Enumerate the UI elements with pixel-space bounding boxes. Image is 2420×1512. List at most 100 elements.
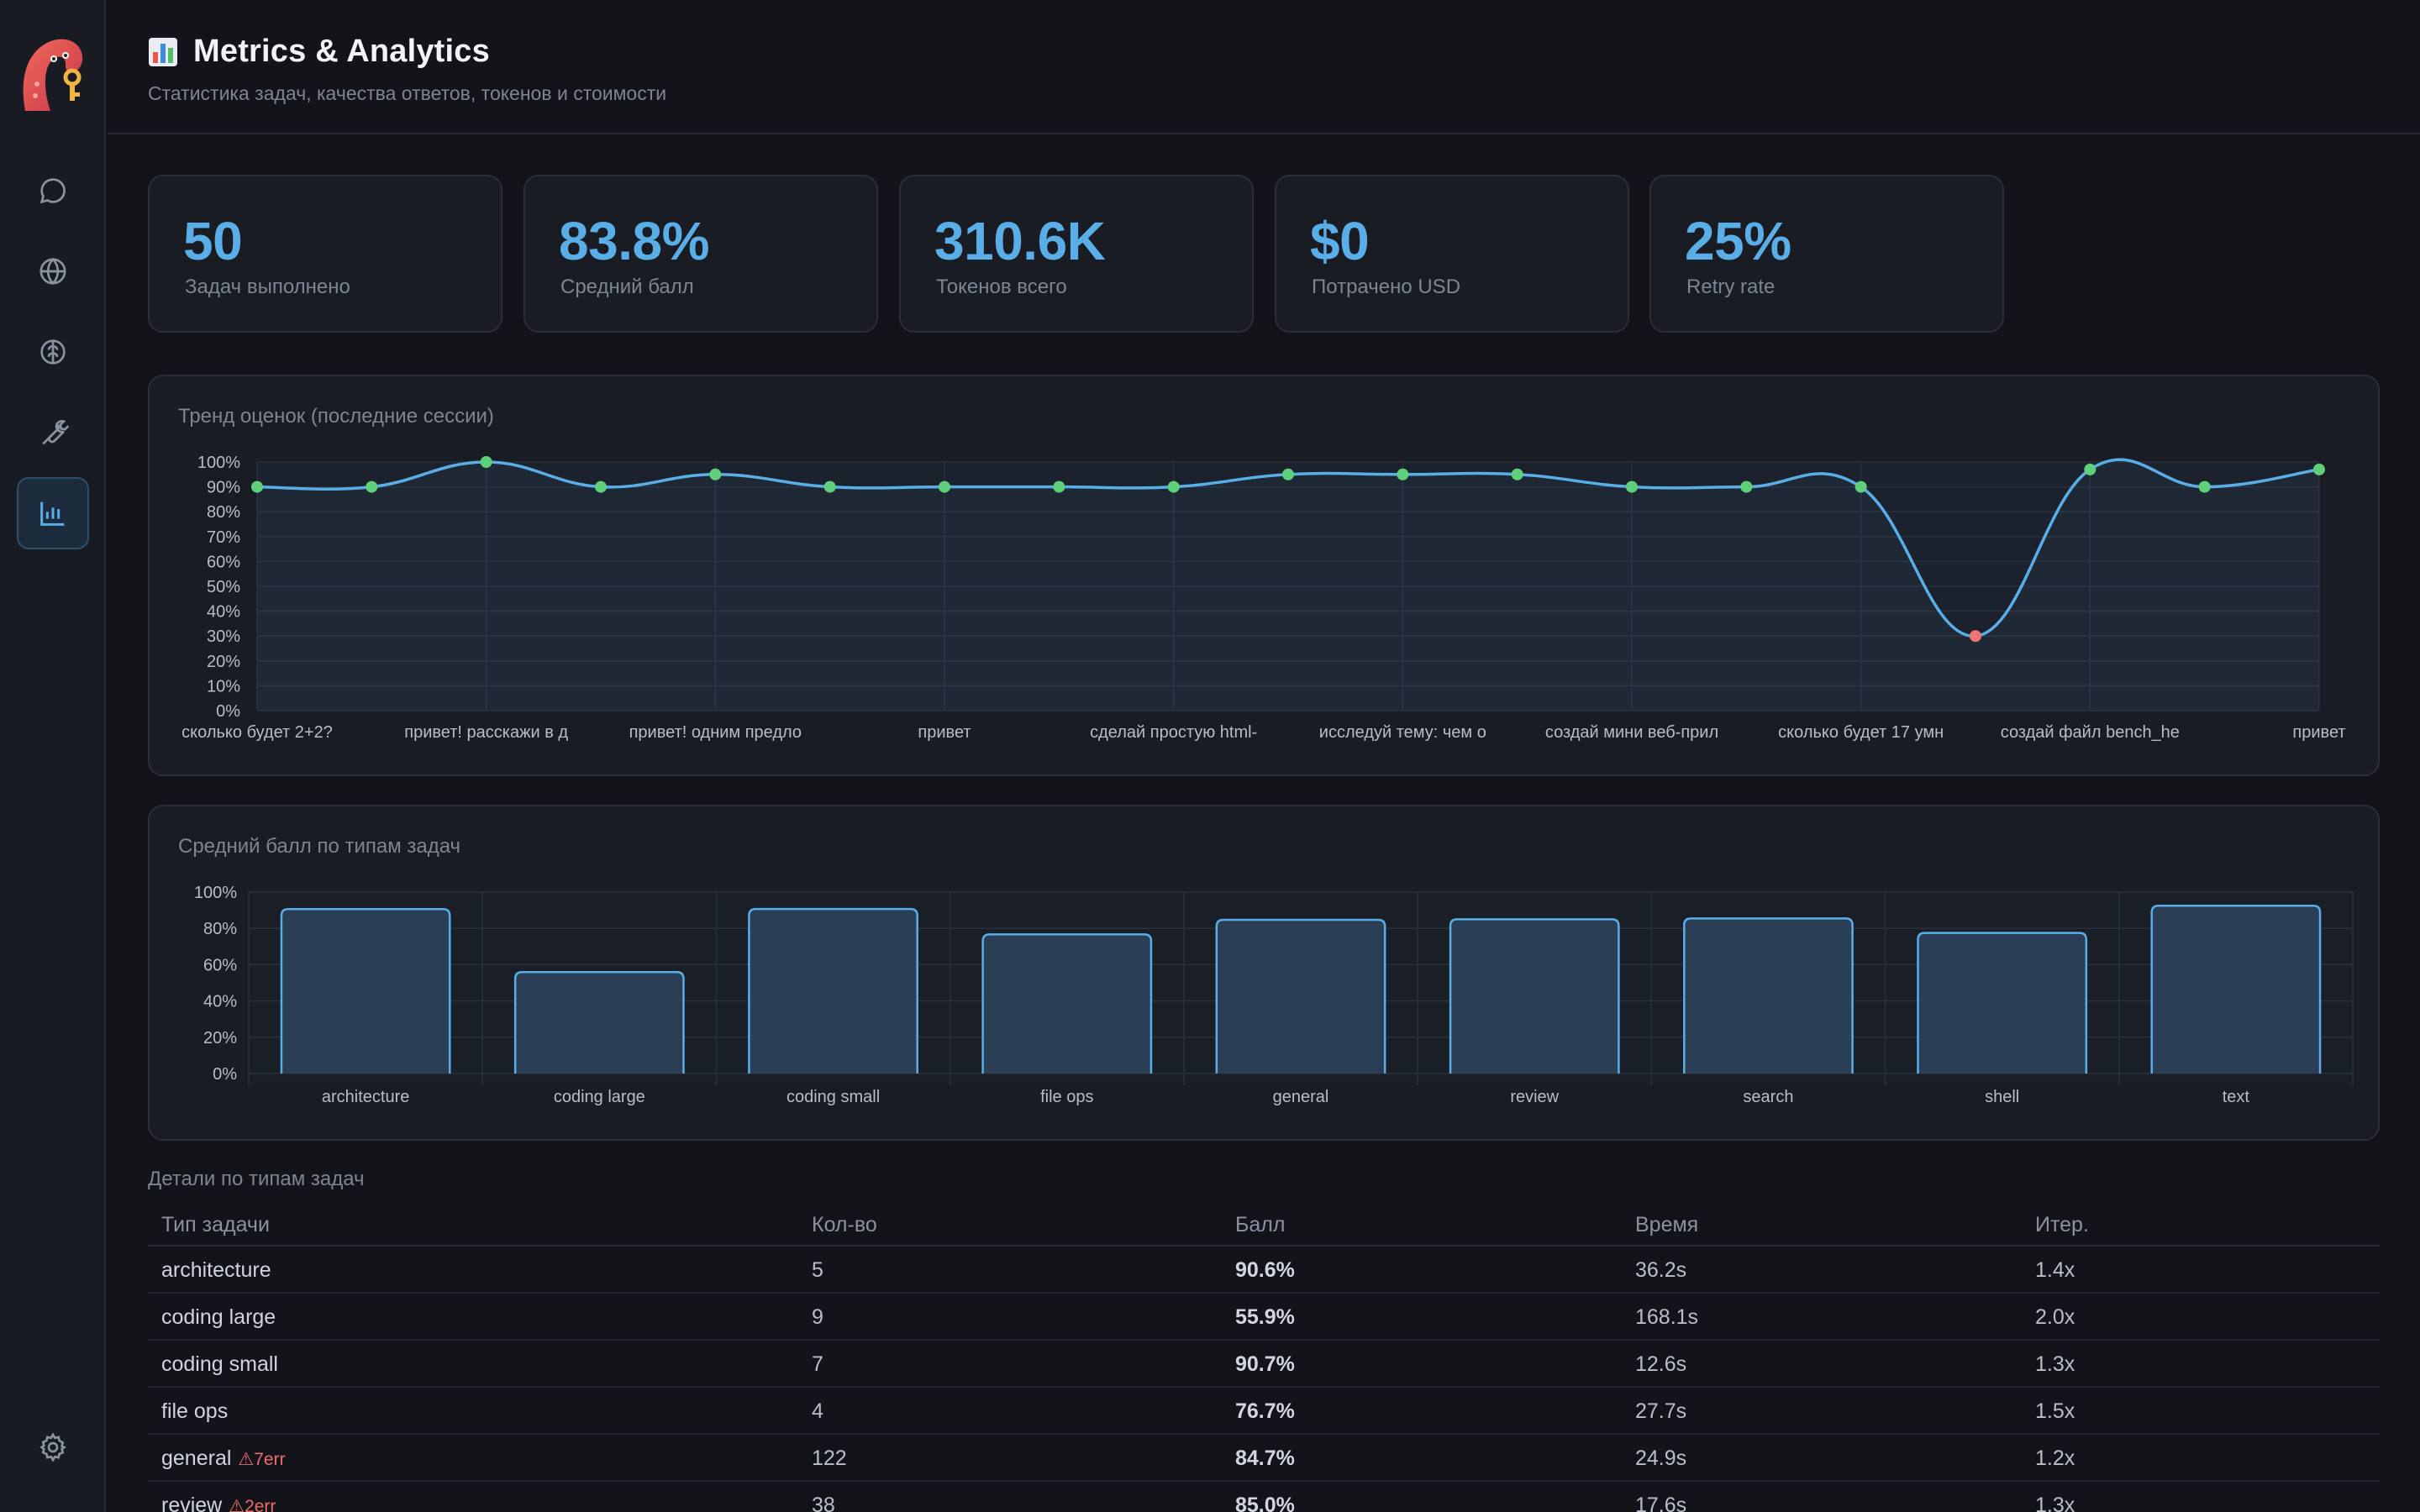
stat-label: Retry rate	[1686, 276, 1776, 298]
data-point	[1167, 480, 1180, 493]
task-time: 27.7s	[1635, 1399, 1687, 1423]
nav-tools-button[interactable]	[17, 396, 89, 469]
x-tick-label: coding small	[786, 1088, 880, 1106]
column-header[interactable]: Итер.	[2035, 1213, 2089, 1236]
gear-icon	[39, 1432, 66, 1462]
column-header[interactable]: Тип задачи	[161, 1213, 270, 1236]
y-tick-label: 50%	[207, 578, 240, 596]
trend-line-chart: 0% 10% 20% 30% 40% 50% 60% 70% 80% 90% 100% сколько…	[182, 454, 2345, 742]
table-row[interactable]: coding large 9 55.9% 168.1s 2.0x	[148, 1294, 2380, 1341]
data-point	[1282, 468, 1294, 480]
data-point	[1397, 468, 1409, 480]
x-tick-label: сколько будет 2+2?	[182, 723, 333, 742]
task-type: file ops	[161, 1399, 229, 1423]
stat-card-tokens: 310.6K Токенов всего	[899, 175, 1254, 333]
table-row[interactable]: coding small 7 90.7% 12.6s 1.3x	[148, 1341, 2380, 1388]
y-tick-label: 100%	[197, 454, 240, 472]
y-tick-label: 0%	[213, 1065, 237, 1084]
x-tick-label: text	[2223, 1088, 2250, 1106]
bar	[280, 908, 451, 1074]
column-header[interactable]: Балл	[1235, 1213, 1286, 1236]
nav-chat-button[interactable]	[17, 155, 89, 227]
task-type: coding small	[161, 1352, 278, 1376]
stat-value: 50	[183, 211, 243, 271]
stat-card-score: 83.8% Средний балл	[523, 175, 878, 333]
task-score: 55.9%	[1235, 1305, 1295, 1329]
table-row[interactable]: architecture 5 90.6% 36.2s 1.4x	[148, 1247, 2380, 1294]
task-score: 90.6%	[1235, 1258, 1295, 1282]
task-count: 122	[812, 1446, 847, 1470]
y-tick-label: 60%	[203, 956, 237, 974]
stat-label: Токенов всего	[936, 276, 1067, 298]
page-subtitle: Статистика задач, качества ответов, токе…	[148, 82, 667, 104]
data-point	[366, 480, 378, 493]
x-tick-label: создай файл bench_he	[2001, 723, 2180, 742]
stat-label: Средний балл	[560, 276, 694, 298]
page-title: Metrics & Analytics	[193, 34, 490, 69]
bar	[513, 971, 685, 1074]
data-point	[1854, 480, 1867, 493]
y-tick-label: 20%	[203, 1029, 237, 1047]
stat-value: 310.6K	[934, 211, 1106, 271]
column-header[interactable]: Кол-во	[812, 1213, 877, 1236]
task-type: review	[161, 1494, 223, 1512]
task-time: 12.6s	[1635, 1352, 1687, 1376]
task-iterations: 1.5x	[2035, 1399, 2075, 1423]
task-iterations: 1.3x	[2035, 1352, 2075, 1376]
trend-chart-panel: Тренд оценок (последние сессии) 0% 10% 20%…	[148, 375, 2380, 776]
settings-button[interactable]	[17, 1411, 89, 1483]
task-score: 85.0%	[1235, 1494, 1295, 1512]
bar	[748, 907, 918, 1074]
x-tick-label: привет! одним предло	[629, 723, 802, 742]
table-row[interactable]: file ops 4 76.7% 27.7s 1.5x	[148, 1388, 2380, 1435]
task-iterations: 2.0x	[2035, 1305, 2075, 1329]
task-type-bar-chart: 0% 20% 40% 60% 80% 100% architecture coding lar…	[194, 884, 2354, 1106]
bar-chart-icon	[40, 501, 65, 526]
x-tick-label: architecture	[322, 1088, 410, 1106]
bar	[1917, 932, 2088, 1074]
stat-card-retry: 25% Retry rate	[1649, 175, 2004, 333]
stat-card-cost: $0 Потрачено USD	[1275, 175, 1629, 333]
octopus-logo-icon	[23, 39, 83, 111]
x-tick-label: создай мини веб-прил	[1545, 723, 1718, 742]
nav-metrics-button[interactable]	[17, 477, 89, 549]
bar-chart-title: Средний балл по типам задач	[178, 835, 461, 858]
task-count: 4	[812, 1399, 823, 1423]
y-tick-label: 20%	[207, 653, 240, 671]
x-tick-label: shell	[1985, 1088, 2019, 1106]
task-score: 84.7%	[1235, 1446, 1295, 1470]
x-tick-label: сделай простую html-	[1090, 723, 1257, 742]
stat-value: 83.8%	[559, 211, 709, 271]
nav-web-button[interactable]	[17, 235, 89, 307]
bar	[2150, 904, 2322, 1074]
bar-chart-panel: Средний балл по типам задач 0% 20% 40% 60% 8…	[148, 805, 2380, 1141]
sidebar	[0, 0, 106, 1512]
column-header[interactable]: Время	[1635, 1213, 1699, 1236]
error-badge: ⚠7err	[238, 1450, 286, 1469]
details-table-title: Детали по типам задач	[148, 1168, 365, 1190]
data-point	[709, 468, 722, 480]
y-tick-label: 100%	[194, 884, 237, 902]
data-point	[1053, 480, 1065, 493]
table-row[interactable]: general ⚠7err 122 84.7% 24.9s 1.2x	[148, 1435, 2380, 1482]
y-tick-label: 90%	[207, 479, 240, 497]
data-point	[823, 480, 836, 493]
x-tick-label: привет	[2292, 723, 2345, 742]
table-row[interactable]: review ⚠2err 38 85.0% 17.6s 1.3x	[148, 1482, 2380, 1512]
y-tick-label: 30%	[207, 627, 240, 646]
error-badge: ⚠2err	[229, 1497, 276, 1512]
y-tick-label: 40%	[203, 993, 237, 1011]
nav-memory-button[interactable]	[17, 316, 89, 388]
stat-value: 25%	[1685, 211, 1791, 271]
series-area	[257, 459, 2319, 711]
task-time: 36.2s	[1635, 1258, 1687, 1282]
x-tick-label: review	[1510, 1088, 1559, 1106]
x-tick-label: привет	[918, 723, 971, 742]
x-tick-label: file ops	[1040, 1088, 1093, 1106]
y-tick-label: 70%	[207, 528, 240, 547]
task-score: 90.7%	[1235, 1352, 1295, 1376]
x-tick-label: coding large	[554, 1088, 645, 1106]
task-count: 5	[812, 1258, 823, 1282]
task-score: 76.7%	[1235, 1399, 1295, 1423]
data-point	[2084, 463, 2096, 475]
